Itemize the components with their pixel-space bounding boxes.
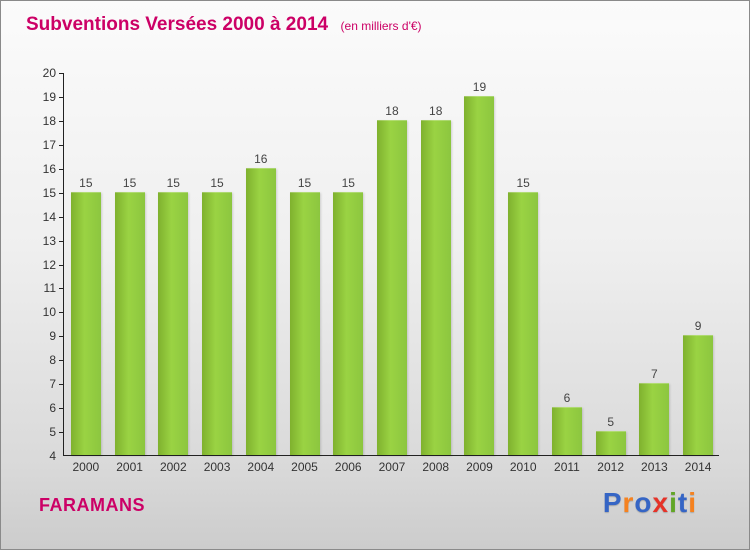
bar-2001: [115, 191, 145, 455]
plot-area: 4 5 6 7 8 9 10 11 12 13 14 15 16 17 18 19 20 15 2000 15 2001…: [43, 66, 719, 474]
y-tick-label: 12: [42, 257, 56, 272]
y-tick-label: 17: [42, 137, 56, 152]
y-tick-label: 19: [42, 89, 56, 104]
bar-2004: [246, 167, 276, 455]
logo-letter: t: [677, 487, 689, 518]
bar-value-label: 15: [79, 175, 93, 190]
y-tick-label: 6: [49, 401, 56, 416]
bar-2000: [71, 191, 101, 455]
bar-2011: [552, 407, 582, 455]
y-tick-label: 18: [42, 113, 56, 128]
bar-value-label: 18: [385, 103, 399, 118]
bar-2002: [158, 191, 188, 455]
x-tick-label: 2011: [554, 460, 580, 474]
bar-2003: [202, 191, 232, 455]
y-tick-mark: [59, 360, 64, 362]
x-tick-label: 2002: [159, 460, 187, 474]
y-tick-label: 4: [49, 449, 56, 463]
bar-2012: [596, 431, 626, 455]
y-tick-label: 5: [49, 425, 56, 440]
logo-letter: r: [622, 487, 635, 518]
bar-value-label: 15: [122, 175, 137, 190]
bar-2005: [290, 191, 320, 455]
bar-value-label: 15: [516, 175, 530, 190]
logo-letter: i: [669, 487, 678, 518]
bar-2009: [464, 95, 494, 455]
bar-value-label: 15: [166, 175, 180, 190]
y-tick-label: 8: [49, 353, 56, 368]
bar-2013: [639, 383, 669, 455]
x-tick-label: 2009: [466, 460, 493, 474]
y-tick-mark: [59, 168, 64, 170]
y-tick-mark: [59, 73, 64, 74]
x-tick-label: 2013: [641, 460, 668, 474]
logo-letter: i: [688, 487, 697, 518]
x-tick-label: 2004: [247, 460, 275, 474]
x-tick-label: 2000: [72, 460, 100, 474]
y-tick-mark: [59, 240, 64, 242]
footer-commune-name: FARAMANS: [39, 495, 145, 515]
x-tick-label: 2007: [378, 460, 406, 474]
bar-2014: [683, 335, 713, 455]
y-tick-mark: [59, 336, 64, 338]
bar-value-label: 19: [472, 79, 487, 94]
y-tick-mark: [59, 408, 64, 410]
chart-header: Subventions Versées 2000 à 2014 (en mill…: [26, 14, 422, 36]
bar-value-label: 9: [694, 319, 702, 334]
bar-value-label: 16: [254, 151, 268, 166]
y-tick-mark: [59, 192, 64, 194]
y-tick-label: 13: [42, 233, 56, 248]
x-tick-label: 2014: [684, 460, 712, 474]
y-tick-mark: [59, 312, 64, 314]
logo-letter: x: [652, 487, 670, 518]
chart-title: Subventions Versées 2000 à 2014: [26, 14, 329, 35]
bar-value-label: 15: [341, 175, 355, 190]
bar-value-label: 15: [297, 175, 312, 190]
x-tick-label: 2008: [422, 460, 450, 474]
bar-2007: [377, 119, 407, 455]
y-tick-label: 11: [43, 281, 56, 296]
y-tick-label: 7: [49, 377, 56, 392]
y-tick-mark: [59, 384, 64, 386]
bar-2008: [421, 119, 451, 455]
y-tick-mark: [59, 288, 64, 290]
y-tick-mark: [59, 432, 64, 434]
bar-2006: [333, 191, 363, 455]
bar-value-label: 15: [210, 175, 224, 190]
y-tick-mark: [59, 144, 64, 146]
bar-2010: [508, 191, 538, 455]
bar-value-label: 18: [429, 103, 443, 118]
x-tick-label: 2012: [597, 460, 624, 474]
y-tick-mark: [59, 96, 64, 98]
y-tick-label: 15: [42, 185, 56, 200]
x-tick-label: 2001: [116, 460, 143, 474]
y-tick-label: 14: [42, 209, 56, 224]
y-tick-mark: [59, 120, 64, 122]
logo-letter: o: [634, 487, 653, 518]
proxiti-logo[interactable]: Proxiti: [603, 487, 697, 519]
logo-letter: P: [602, 487, 623, 518]
y-tick-label: 10: [42, 305, 56, 320]
bar-value-label: 6: [563, 391, 571, 406]
y-tick-label: 9: [49, 329, 56, 344]
x-tick-label: 2010: [509, 460, 537, 474]
x-tick-label: 2005: [291, 460, 318, 474]
x-tick-label: 2006: [334, 460, 362, 474]
y-tick-label: 16: [42, 161, 56, 176]
y-tick-label: 20: [42, 66, 56, 80]
x-tick-label: 2003: [203, 460, 231, 474]
chart-subtitle: (en milliers d'€): [340, 19, 422, 33]
y-tick-mark: [59, 264, 64, 266]
bar-value-label: 5: [607, 415, 614, 430]
bar-value-label: 7: [651, 367, 658, 382]
y-tick-mark: [59, 216, 64, 218]
